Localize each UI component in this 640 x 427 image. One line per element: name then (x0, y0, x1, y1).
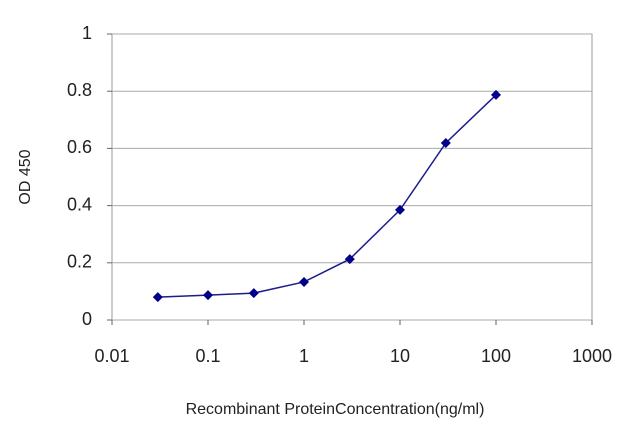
y-tick-label: 0.6 (67, 137, 92, 157)
data-point (395, 204, 405, 215)
data-point (152, 292, 163, 303)
y-tick-label: 0.2 (67, 252, 92, 272)
data-point (344, 254, 355, 265)
data-point (491, 89, 501, 100)
data-point (248, 288, 259, 299)
y-tick-label: 0.8 (67, 80, 92, 100)
data-point (299, 276, 309, 287)
y-axis-title: OD 450 (17, 149, 34, 204)
y-tick-label: 0.4 (67, 194, 92, 214)
x-axis-title: Recombinant ProteinConcentration(ng/ml) (186, 401, 485, 418)
x-tick-label: 1000 (572, 346, 612, 366)
y-tick-label: 0 (82, 309, 92, 329)
x-tick-label: 1 (299, 346, 309, 366)
data-point (203, 290, 213, 301)
y-tick-label: 1 (82, 23, 92, 43)
x-tick-label: 0.1 (195, 346, 220, 366)
x-tick-label: 100 (481, 346, 511, 366)
x-tick-label: 0.01 (94, 346, 129, 366)
x-tick-label: 10 (390, 346, 410, 366)
data-line (157, 94, 497, 298)
plot-area (111, 33, 593, 321)
data-point (440, 137, 451, 148)
